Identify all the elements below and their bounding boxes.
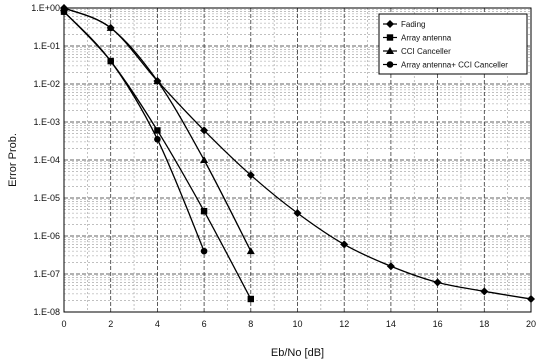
y-tick-label: 1.E+00 bbox=[31, 3, 60, 13]
legend-entry: Array antenna bbox=[401, 34, 452, 43]
x-tick-label: 4 bbox=[155, 319, 160, 329]
x-tick-label: 14 bbox=[386, 319, 396, 329]
y-tick-label: 1.E-05 bbox=[33, 193, 60, 203]
x-tick-label: 12 bbox=[339, 319, 349, 329]
legend-marker-circle bbox=[387, 61, 394, 68]
data-point-square bbox=[248, 296, 254, 302]
y-tick-label: 1.E-06 bbox=[33, 231, 60, 241]
data-point-triangle bbox=[247, 247, 255, 254]
y-axis-label: Error Prob. bbox=[7, 133, 19, 187]
legend-marker-square bbox=[387, 34, 393, 40]
x-tick-label: 0 bbox=[61, 319, 66, 329]
y-tick-label: 1.E-01 bbox=[33, 41, 60, 51]
y-tick-label: 1.E-03 bbox=[33, 117, 60, 127]
data-point-circle bbox=[201, 248, 208, 255]
data-point-square bbox=[154, 127, 160, 133]
x-tick-label: 20 bbox=[526, 319, 536, 329]
x-axis-ticks: 0 2 4 6 8 10 12 14 16 18 20 bbox=[61, 319, 536, 329]
legend-entry: CCI Canceller bbox=[401, 47, 451, 56]
y-tick-label: 1.E-08 bbox=[33, 307, 60, 317]
x-tick-label: 2 bbox=[108, 319, 113, 329]
x-tick-label: 6 bbox=[202, 319, 207, 329]
data-point-triangle bbox=[200, 156, 208, 163]
legend-entry: Array antenna+ CCI Canceller bbox=[401, 61, 508, 70]
data-point-circle bbox=[61, 8, 68, 15]
x-axis-label: Eb/No [dB] bbox=[271, 347, 324, 359]
legend: Fading Array antenna CCI Canceller Array an… bbox=[379, 14, 527, 74]
x-tick-label: 8 bbox=[248, 319, 253, 329]
legend-entry: Fading bbox=[401, 20, 425, 29]
data-point-diamond bbox=[387, 262, 395, 270]
x-tick-label: 18 bbox=[479, 319, 489, 329]
data-point-circle bbox=[107, 58, 114, 65]
y-tick-label: 1.E-02 bbox=[33, 79, 60, 89]
x-tick-label: 10 bbox=[292, 319, 302, 329]
y-axis-ticks: 1.E+00 1.E-01 1.E-02 1.E-03 1.E-04 1.E-05 1.E-… bbox=[31, 3, 60, 317]
data-point-circle bbox=[154, 136, 161, 143]
data-point-diamond bbox=[527, 295, 535, 303]
y-tick-label: 1.E-04 bbox=[33, 155, 60, 165]
y-tick-label: 1.E-07 bbox=[33, 269, 60, 279]
x-tick-label: 16 bbox=[433, 319, 443, 329]
data-point-square bbox=[201, 208, 207, 214]
